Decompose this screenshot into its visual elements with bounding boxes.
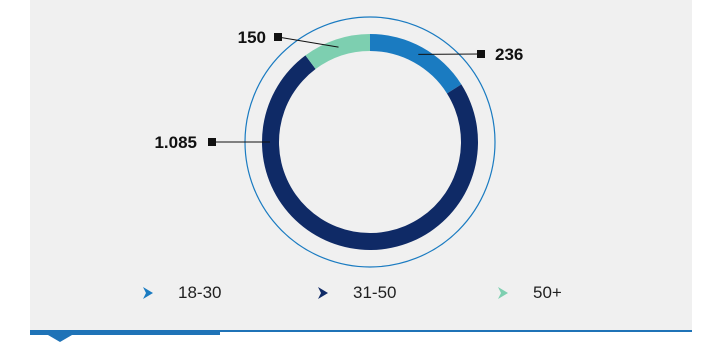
legend-label-18-30: 18-30	[178, 283, 222, 302]
legend-item-31-50: 31-50	[315, 283, 396, 303]
slice-50plus	[305, 34, 370, 70]
label-31-50: 1.085	[154, 133, 197, 152]
callout-marker	[477, 50, 485, 58]
label-50plus: 150	[238, 28, 266, 47]
chevron-right-icon	[318, 287, 328, 299]
callout-marker	[274, 33, 282, 41]
label-18-30: 236	[495, 45, 523, 64]
chevron-right-icon	[143, 287, 153, 299]
callout-marker	[208, 138, 216, 146]
legend-swatch-18-30	[143, 287, 153, 299]
footer-notch	[48, 335, 72, 342]
legend-item-18-30: 18-30	[140, 283, 221, 303]
legend-label-50plus: 50+	[533, 283, 562, 302]
legend-label-31-50: 31-50	[353, 283, 397, 302]
chart-card	[30, 0, 692, 330]
legend-swatch-50plus	[498, 287, 508, 299]
chevron-right-icon	[498, 287, 508, 299]
slice-18-30	[370, 34, 462, 94]
legend-item-50plus: 50+	[495, 283, 562, 303]
footer-accent	[30, 330, 220, 335]
legend: 18-30 31-50 50+	[140, 283, 620, 313]
callout-line	[277, 36, 339, 48]
legend-swatch-31-50	[318, 287, 328, 299]
footer-divider	[30, 330, 692, 332]
